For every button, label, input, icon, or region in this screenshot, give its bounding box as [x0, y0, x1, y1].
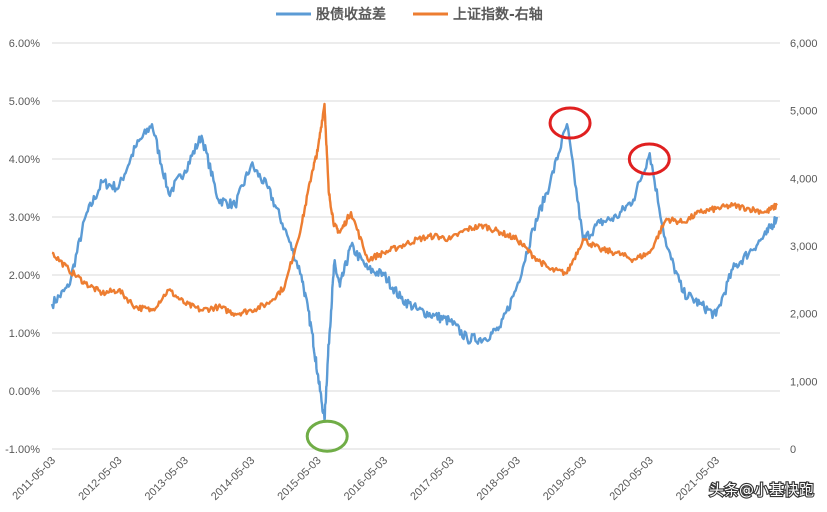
legend-label-shanghai-index: 上证指数-右轴: [453, 6, 543, 23]
left-tick-label: -1.00%: [5, 444, 40, 456]
watermark-text: 头条@小基快跑: [709, 481, 814, 499]
left-tick-label: 3.00%: [9, 212, 40, 224]
left-tick-label: 0.00%: [9, 386, 40, 398]
x-axis: 2011-05-03 2012-05-03 2013-05-03 2014-05-03…: [10, 455, 722, 503]
right-tick-label: 2,000: [790, 309, 818, 321]
legend-label-bond-equity-spread: 股债收益差: [316, 6, 386, 23]
annotation-circle: [627, 142, 671, 176]
right-axis: 0 1,000 2,000 3,000 4,000 5,000 6,000: [790, 38, 818, 456]
right-tick-label: 3,000: [790, 241, 818, 253]
left-tick-label: 4.00%: [9, 154, 40, 166]
x-tick-label: 2012-05-03: [76, 455, 124, 503]
x-tick-label: 2018-05-03: [475, 455, 523, 503]
right-tick-label: 4,000: [790, 173, 818, 185]
right-tick-label: 6,000: [790, 38, 818, 50]
x-tick-label: 2016-05-03: [342, 455, 390, 503]
series-line-bond-equity-spread: [50, 123, 779, 422]
left-axis: -1.00% 0.00% 1.00% 2.00% 3.00% 4.00% 5.00% 6.00…: [5, 38, 40, 456]
left-tick-label: 5.00%: [9, 96, 40, 108]
series-line-shanghai-index: [51, 102, 778, 317]
annotation-circle: [305, 419, 349, 453]
legend: 股债收益差 上证指数-右轴: [276, 6, 543, 23]
series-layer: [50, 102, 779, 422]
left-tick-label: 2.00%: [9, 270, 40, 282]
x-tick-label: 2015-05-03: [275, 455, 323, 503]
annotation-layer: [305, 106, 671, 453]
right-tick-label: 0: [790, 444, 796, 456]
left-tick-label: 1.00%: [9, 328, 40, 340]
left-tick-label: 6.00%: [9, 38, 40, 50]
x-tick-label: 2013-05-03: [143, 455, 191, 503]
watermark: 头条@小基快跑: [708, 480, 815, 500]
gridlines: [52, 42, 780, 450]
right-tick-label: 1,000: [790, 376, 818, 388]
x-tick-label: 2017-05-03: [408, 455, 456, 503]
annotation-circle: [548, 106, 592, 140]
x-tick-label: 2019-05-03: [541, 455, 589, 503]
right-tick-label: 5,000: [790, 106, 818, 118]
x-tick-label: 2011-05-03: [10, 455, 58, 503]
x-tick-label: 2014-05-03: [209, 455, 257, 503]
x-tick-label: 2020-05-03: [608, 455, 656, 503]
